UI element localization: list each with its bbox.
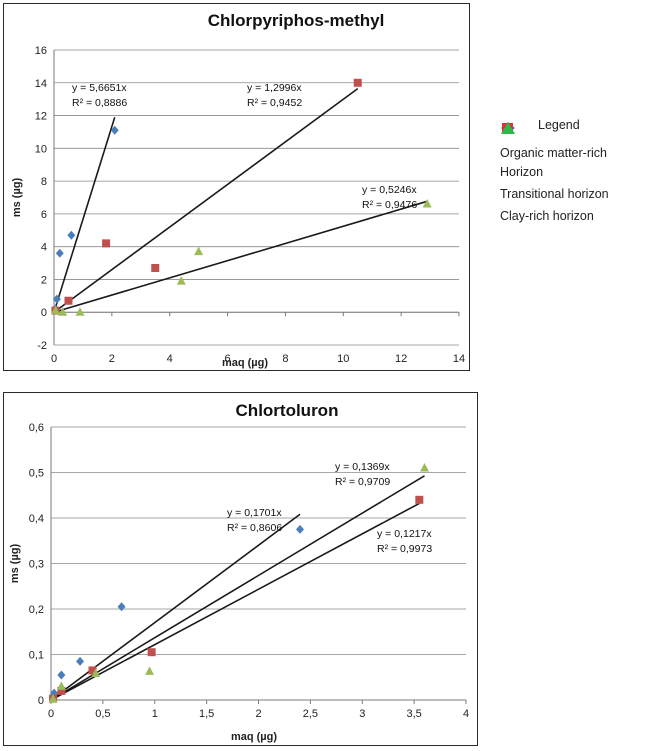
data-point-transitional-horizon	[415, 495, 424, 504]
legend-item-organic: Organic matter-rich Horizon	[500, 122, 640, 182]
chart-panel-chlorpyriphos-methyl: Chlorpyriphos-methyl -2 0 2 4 6 8 10 12 14 16 0 2 4 6 8…	[3, 3, 470, 371]
data-point-transitional-horizon	[151, 263, 160, 272]
trendline-clay-rich-horizon	[50, 475, 425, 701]
trendline-equation: y = 0,5246x	[362, 184, 417, 196]
triangle-marker-icon	[501, 122, 515, 134]
y-tick-label: 16	[35, 45, 47, 57]
x-tick-label: 1	[152, 708, 158, 720]
legend-label-organic: Organic matter-rich Horizon	[500, 146, 607, 179]
data-point-clay-rich-horizon	[50, 305, 60, 315]
data-point-transitional-horizon	[147, 648, 156, 657]
trendline-organic-matter-rich-horizon	[53, 117, 116, 313]
legend-triangle	[501, 122, 515, 134]
y-axis-label: ms (µg)	[11, 177, 23, 217]
trendline-r-squared: R² = 0,9476	[362, 199, 417, 211]
data-point-transitional-horizon	[353, 78, 362, 87]
x-tick-label: 3,5	[406, 708, 421, 720]
chart-chlorpyriphos-methyl: Chlorpyriphos-methyl -2 0 2 4 6 8 10 12 14 16 0 2 4 6 8…	[11, 11, 465, 369]
y-tick-label: 14	[35, 78, 47, 90]
data-point-organic-matter-rich-horizon	[76, 656, 85, 666]
y-tick-label: 0	[38, 695, 44, 707]
y-tick-label: 0	[41, 307, 47, 319]
x-tick-label: 0,5	[95, 708, 110, 720]
y-tick-label: 0,4	[29, 513, 44, 525]
x-axis-label: maq (µg)	[231, 731, 277, 743]
data-point-organic-matter-rich-horizon	[57, 670, 66, 680]
x-tick-label: 0	[48, 708, 54, 720]
data-point-clay-rich-horizon	[145, 666, 155, 675]
y-tick-label: 0,1	[29, 650, 44, 662]
trendline-clay-rich-horizon	[53, 200, 428, 313]
x-tick-label: 10	[337, 353, 349, 365]
data-point-transitional-horizon	[64, 296, 73, 305]
data-point-organic-matter-rich-horizon	[296, 524, 304, 534]
y-tick-label: -2	[37, 340, 47, 352]
y-tick-label: 0,2	[29, 604, 44, 616]
data-point-organic-matter-rich-horizon	[117, 602, 126, 612]
x-tick-label: 6	[225, 353, 231, 365]
chart-title: Chlortoluron	[236, 401, 339, 420]
data-point-clay-rich-horizon	[176, 276, 186, 285]
x-tick-label: 4	[167, 353, 173, 365]
trendline-r-squared: R² = 0,8606	[227, 522, 282, 534]
trendline-transitional-horizon	[53, 87, 359, 313]
data-point-clay-rich-horizon	[58, 307, 68, 316]
trendline-equation: y = 1,2996x	[247, 82, 302, 94]
data-point-clay-rich-horizon	[91, 668, 101, 678]
data-point-clay-rich-horizon	[420, 462, 429, 472]
legend-item-clay: Clay-rich horizon	[500, 122, 640, 226]
data-point-organic-matter-rich-horizon	[52, 294, 61, 304]
data-point-clay-rich-horizon	[48, 694, 58, 703]
chart-panel-chlortoluron: Chlortoluron 0 0,1 0,2 0,3 0,4 0,5 0,6 0 0,5 1 1,5 2…	[3, 392, 478, 746]
trendline-equation: y = 5,6651x	[72, 82, 127, 94]
data-point-clay-rich-horizon	[75, 307, 85, 316]
chart-title: Chlorpyriphos-methyl	[208, 11, 385, 30]
data-point-organic-matter-rich-horizon	[110, 125, 119, 135]
legend: Legend Organic matter-rich Horizon Trans…	[500, 118, 640, 229]
y-axis-label: ms (µg)	[9, 543, 21, 583]
trendline-equation: y = 0,1217x	[377, 528, 432, 540]
x-tick-label: 4	[463, 708, 469, 720]
data-point-clay-rich-horizon	[194, 246, 204, 256]
data-point-organic-matter-rich-horizon	[67, 230, 76, 240]
x-tick-label: 2	[109, 353, 115, 365]
x-tick-label: 8	[282, 353, 288, 365]
trendline-equation: y = 0,1369x	[335, 461, 390, 473]
y-tick-label: 6	[41, 209, 47, 221]
x-tick-label: 2	[255, 708, 261, 720]
trendline-r-squared: R² = 0,9709	[335, 476, 390, 488]
data-point-transitional-horizon	[102, 239, 111, 248]
y-tick-label: 10	[35, 143, 47, 155]
legend-item-transitional: Transitional horizon	[500, 123, 640, 204]
data-point-transitional-horizon	[57, 686, 66, 695]
data-point-clay-rich-horizon	[56, 681, 66, 690]
legend-label-clay: Clay-rich horizon	[500, 209, 594, 223]
trendline-r-squared: R² = 0,8886	[72, 97, 127, 109]
x-tick-label: 3	[359, 708, 365, 720]
x-tick-label: 0	[51, 353, 57, 365]
y-tick-label: 12	[35, 111, 47, 123]
data-point-transitional-horizon	[88, 666, 97, 675]
y-tick-label: 0,3	[29, 559, 44, 571]
chart-chlortoluron: Chlortoluron 0 0,1 0,2 0,3 0,4 0,5 0,6 0 0,5 1 1,5 2…	[9, 401, 469, 743]
x-tick-label: 14	[453, 353, 465, 365]
trendline-r-squared: R² = 0,9452	[247, 97, 302, 109]
data-point-organic-matter-rich-horizon	[55, 248, 64, 258]
x-axis-label: maq (µg)	[222, 357, 268, 369]
x-tick-label: 1,5	[199, 708, 214, 720]
y-tick-label: 0,6	[29, 422, 44, 434]
y-tick-label: 8	[41, 176, 47, 188]
trendline-equation: y = 0,1701x	[227, 507, 282, 519]
x-tick-label: 12	[395, 353, 407, 365]
legend-title: Legend	[538, 118, 580, 132]
x-tick-label: 2,5	[303, 708, 318, 720]
trendline-r-squared: R² = 0,9973	[377, 543, 432, 555]
y-tick-label: 4	[41, 242, 47, 254]
legend-label-transitional: Transitional horizon	[500, 187, 609, 201]
y-tick-label: 2	[41, 274, 47, 286]
trendline-transitional-horizon	[50, 502, 420, 701]
data-point-clay-rich-horizon	[422, 199, 432, 208]
trendline-organic-matter-rich-horizon	[50, 513, 301, 701]
y-tick-label: 0,5	[29, 468, 44, 480]
